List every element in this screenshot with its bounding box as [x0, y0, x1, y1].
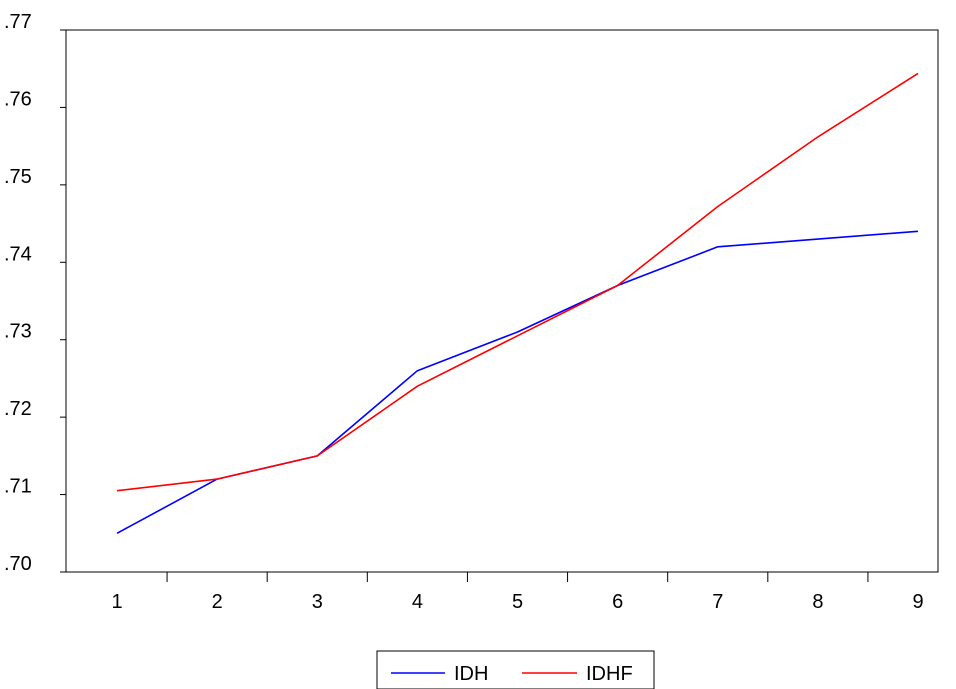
data-point-idh: [116, 532, 118, 534]
data-point-idh: [717, 246, 719, 248]
data-point-idhf: [416, 385, 418, 387]
x-tick-label: 6: [612, 591, 623, 613]
legend-label-idh: IDH: [454, 663, 488, 685]
data-point-idh: [416, 370, 418, 372]
data-point-idhf: [316, 455, 318, 457]
data-point-idhf: [917, 72, 919, 74]
data-point-idhf: [717, 206, 719, 208]
y-tick-label: .73: [4, 321, 32, 343]
x-tick-label: 9: [912, 591, 923, 613]
series-line-idh: [116, 230, 919, 535]
y-tick-label: .76: [4, 88, 32, 110]
data-point-idhf: [617, 285, 619, 287]
legend: IDH IDHF: [376, 650, 655, 689]
series-lines: [116, 72, 919, 535]
legend-label-idhf: IDHF: [586, 663, 633, 685]
x-tick-label: 4: [412, 591, 423, 613]
y-tick-label: .74: [4, 243, 32, 265]
x-tick-label: 1: [111, 591, 122, 613]
x-tick-label: 8: [812, 591, 823, 613]
data-point-idh: [917, 230, 919, 232]
x-tick-label: 2: [212, 591, 223, 613]
y-tick-label: .71: [4, 476, 32, 498]
data-point-idhf: [517, 335, 519, 337]
y-tick-label: .72: [4, 398, 32, 420]
series-line-idhf: [116, 72, 919, 492]
y-tick-label: .75: [4, 166, 32, 188]
data-point-idhf: [116, 490, 118, 492]
y-axis: .70 .71 .72 .73 .74 .75 .76 .77: [4, 11, 66, 575]
x-axis: 1 2 3 4 5 6 7 8 9: [111, 572, 924, 613]
x-tick-label: 3: [312, 591, 323, 613]
data-point-idhf: [216, 478, 218, 480]
data-point-idh: [817, 238, 819, 240]
x-tick-label: 5: [512, 591, 523, 613]
x-tick-label: 7: [712, 591, 723, 613]
y-tick-label: .70: [4, 553, 32, 575]
data-point-idhf: [817, 136, 819, 138]
y-tick-label: .77: [4, 11, 32, 33]
plot-frame: [65, 29, 939, 573]
legend-box: [376, 650, 655, 689]
data-point-idh: [517, 331, 519, 333]
